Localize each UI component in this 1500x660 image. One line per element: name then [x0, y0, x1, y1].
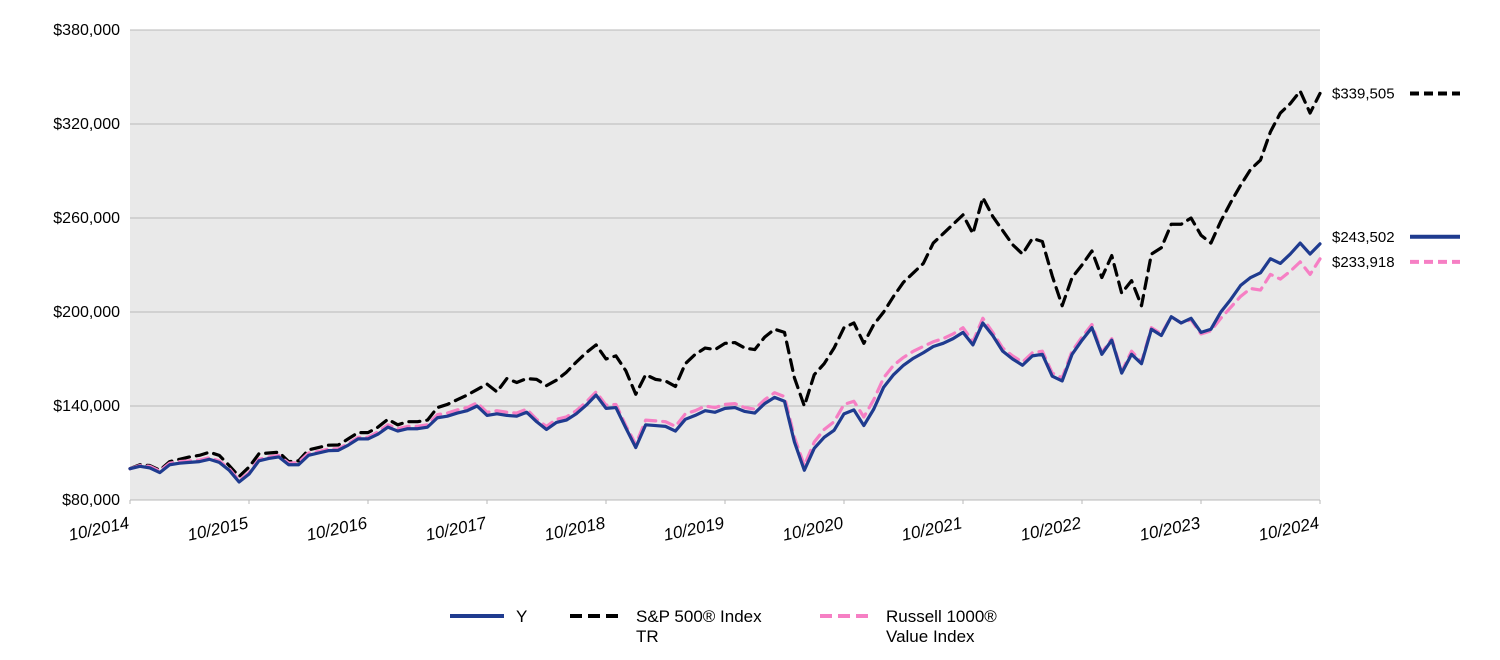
- y-axis-tick-label: $380,000: [53, 22, 120, 39]
- y-axis-tick-label: $320,000: [53, 116, 120, 133]
- y-axis-tick-label: $140,000: [53, 398, 120, 415]
- chart-svg: $80,000 $140,000 $200,000 $260,000 $320,000 $…: [0, 0, 1500, 660]
- growth-chart: $80,000 $140,000 $200,000 $260,000 $320,000 $…: [0, 0, 1500, 660]
- end-label-y: $243,502: [1332, 229, 1395, 246]
- y-axis-tick-label: $260,000: [53, 210, 120, 227]
- legend-label-russell1000v: Value Index: [886, 627, 975, 646]
- y-axis-tick-label: $200,000: [53, 304, 120, 321]
- legend-label-sp500: S&P 500® Index: [636, 607, 762, 626]
- legend-label-russell1000v: Russell 1000®: [886, 607, 997, 626]
- legend-label-y: Y: [516, 607, 527, 626]
- plot-area: [130, 30, 1320, 500]
- end-label-russell1000v: $233,918: [1332, 254, 1395, 271]
- legend-label-sp500: TR: [636, 627, 659, 646]
- end-label-sp500: $339,505: [1332, 85, 1395, 102]
- y-axis-tick-label: $80,000: [62, 492, 120, 509]
